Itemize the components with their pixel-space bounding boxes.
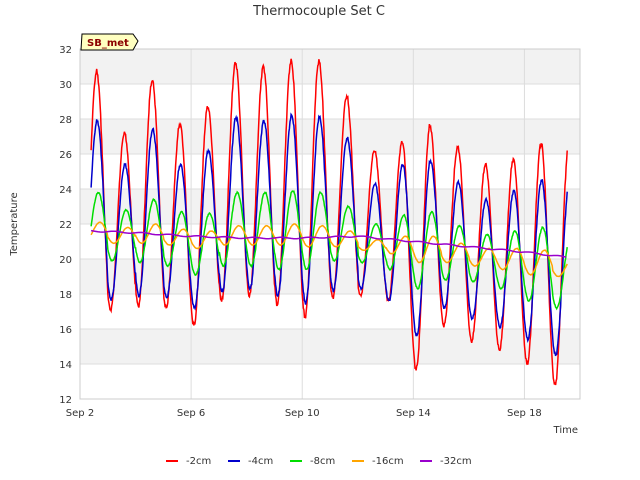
legend-item: -16cm: [352, 456, 404, 467]
y-tick-label: 20: [59, 255, 72, 266]
series-lines: [90, 58, 568, 386]
station-badge: SB_met: [80, 33, 139, 51]
y-tick-label: 16: [59, 325, 72, 336]
y-tick-label: 24: [59, 185, 72, 196]
plot-band: [80, 119, 580, 154]
legend-item: -2cm: [166, 456, 211, 467]
legend-label: -8cm: [310, 456, 335, 467]
x-tick-label: Sep 14: [396, 408, 431, 419]
legend-item: -4cm: [228, 456, 273, 467]
legend-label: -32cm: [440, 456, 472, 467]
y-tick-label: 30: [59, 80, 72, 91]
legend-label: -2cm: [186, 456, 211, 467]
y-tick-label: 28: [59, 115, 72, 126]
y-tick-label: 14: [59, 360, 72, 371]
station-badge-box: [80, 33, 139, 51]
legend-item: -32cm: [420, 456, 472, 467]
y-tick-label: 32: [59, 45, 72, 56]
y-axis-label: Temperature: [9, 192, 20, 256]
x-tick-label: Sep 10: [285, 408, 320, 419]
legend-label: -4cm: [248, 456, 273, 467]
x-tick-label: Sep 2: [66, 408, 94, 419]
y-tick-label: 26: [59, 150, 72, 161]
series-line-8cm: [90, 190, 568, 311]
legend-label: -16cm: [372, 456, 404, 467]
plot-band: [80, 49, 580, 84]
y-tick-label: 18: [59, 290, 72, 301]
plot-band: [80, 329, 580, 364]
legend: -2cm -4cm -8cm -16cm -32cm: [166, 456, 472, 467]
series-line-32cm: [90, 229, 567, 259]
x-tick-label: Sep 18: [507, 408, 542, 419]
x-tick-labels: Sep 2 Sep 6 Sep 10 Sep 14 Sep 18: [66, 408, 542, 419]
series-line-4cm: [90, 112, 568, 357]
x-tick-label: Sep 6: [177, 408, 205, 419]
y-tick-label: 12: [59, 395, 72, 406]
legend-item: -8cm: [290, 456, 335, 467]
y-tick-label: 22: [59, 220, 72, 231]
x-axis-label: Time: [553, 425, 578, 436]
chart-title: Thermocouple Set C: [252, 4, 385, 19]
y-tick-labels: 12 14 16 18 20 22 24 26 28 30 32: [59, 45, 72, 406]
station-badge-label: SB_met: [87, 38, 129, 49]
plot-frame: [79, 48, 581, 400]
plot-band: [80, 189, 580, 224]
